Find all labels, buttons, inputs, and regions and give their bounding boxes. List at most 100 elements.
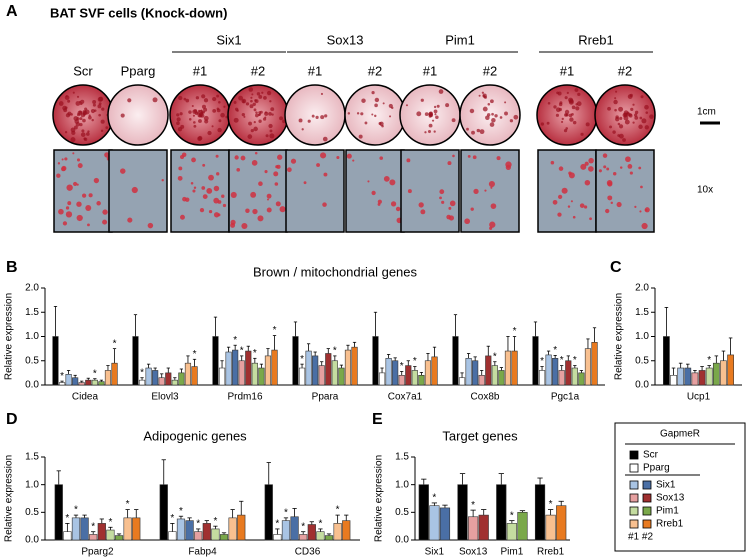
stain <box>645 111 649 114</box>
lipid <box>448 206 452 210</box>
stain <box>268 123 273 129</box>
lipid <box>245 208 250 213</box>
bar <box>392 360 399 386</box>
significance-star: * <box>140 367 144 378</box>
micrograph <box>53 149 113 233</box>
y-tick-label: 0.0 <box>25 380 39 391</box>
stain <box>360 112 364 116</box>
x-tick-label: Elovl3 <box>151 392 179 403</box>
stain <box>315 115 319 119</box>
stain <box>242 100 245 104</box>
stain <box>183 97 187 101</box>
stain <box>127 98 132 103</box>
bar <box>212 336 219 386</box>
significance-star: * <box>196 519 200 530</box>
bar <box>98 381 105 386</box>
stain <box>476 128 481 133</box>
stain <box>568 113 573 118</box>
bar <box>305 350 312 386</box>
stain <box>203 98 209 103</box>
stain <box>259 110 263 114</box>
lipid <box>420 209 426 215</box>
stain <box>358 134 363 139</box>
significance-star: * <box>213 516 217 527</box>
bar <box>517 512 528 541</box>
stain <box>200 115 203 118</box>
lipid <box>76 214 83 222</box>
stain <box>481 91 485 94</box>
bar <box>385 358 392 386</box>
bar <box>97 523 106 541</box>
micrograph <box>595 149 655 233</box>
bar-chart: E Target genes Relative expression 0.0 0.5 1.… <box>372 411 570 558</box>
significance-star: * <box>193 349 197 360</box>
column-label: #1 <box>193 63 207 78</box>
stain <box>87 130 90 133</box>
significance-star: * <box>284 508 288 519</box>
lipid <box>131 186 138 194</box>
significance-star: * <box>126 499 130 510</box>
lipid <box>588 157 594 164</box>
bar <box>159 484 168 541</box>
stain <box>572 120 577 125</box>
lipid <box>389 179 396 186</box>
x-tick-label: Pim1 <box>500 547 523 558</box>
stain <box>416 111 422 117</box>
stain <box>569 117 574 122</box>
lipid <box>273 171 279 177</box>
lipid <box>488 180 495 188</box>
bar <box>545 354 552 386</box>
stain <box>254 113 259 118</box>
bar <box>472 360 479 386</box>
x-tick-label: CD36 <box>295 547 321 558</box>
lipid <box>56 173 61 178</box>
bar <box>237 514 246 541</box>
lipid <box>208 174 214 181</box>
lipid <box>470 207 474 211</box>
bar <box>698 370 706 386</box>
stain <box>253 108 257 112</box>
bar <box>138 379 146 386</box>
lipid <box>610 201 613 205</box>
stain <box>201 94 206 99</box>
stain <box>252 102 256 106</box>
bar <box>333 523 342 541</box>
lipid <box>85 205 92 212</box>
lipid <box>57 162 61 165</box>
bar <box>264 484 273 541</box>
stain <box>234 107 239 111</box>
bar <box>720 360 727 386</box>
lipid <box>606 167 610 171</box>
stain <box>196 111 199 114</box>
legend-label: Scr <box>643 450 659 461</box>
stain <box>424 112 429 117</box>
lipid <box>584 161 589 166</box>
bar <box>176 518 186 541</box>
lipid <box>603 165 607 169</box>
legend-label: Pparg <box>643 463 670 474</box>
lipid <box>602 153 608 158</box>
bar <box>578 372 585 386</box>
lipid <box>65 206 70 210</box>
stain <box>559 101 563 105</box>
x-tick-label: Cox8b <box>471 392 500 403</box>
bar <box>552 358 559 386</box>
lipid <box>490 203 497 209</box>
bar <box>431 356 438 386</box>
bar <box>264 355 272 386</box>
stain <box>58 101 64 106</box>
stain <box>243 115 246 118</box>
stain <box>200 109 203 112</box>
lipid <box>254 151 258 155</box>
stain <box>435 115 439 120</box>
y-tick-label: 1.5 <box>25 307 39 318</box>
stain <box>629 93 633 98</box>
lipid <box>88 193 93 198</box>
group-label: Six1 <box>216 32 241 47</box>
stain <box>197 136 202 142</box>
stain <box>238 95 244 101</box>
panel-title: BAT SVF cells (Knock-down) <box>50 5 227 20</box>
significance-star: * <box>300 354 304 365</box>
micrograph <box>108 149 168 233</box>
lipid <box>395 206 401 212</box>
